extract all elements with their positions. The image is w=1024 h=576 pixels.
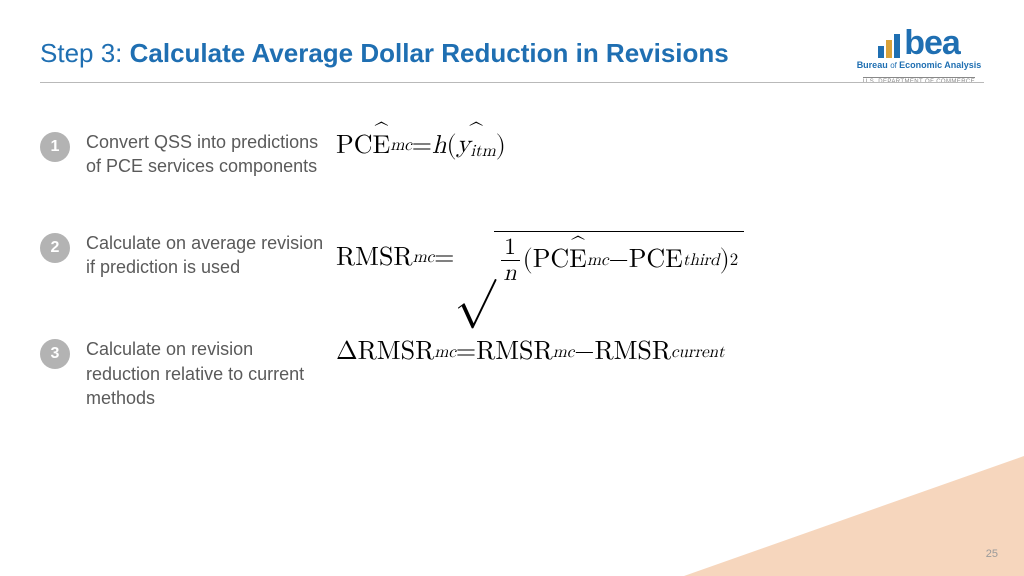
step-3: 3 Calculate on revision reduction relati… <box>40 337 984 410</box>
bea-logo: bea Bureau of Economic Analysis U.S. DEP… <box>854 28 984 88</box>
formula-2: RMSRmc = √ 1 n (PCEmc − PCEthird)2 <box>336 231 984 286</box>
step-number-badge: 1 <box>40 132 70 162</box>
steps-list: 1 Convert QSS into predictions of PCE se… <box>40 130 984 462</box>
formula-1: PCEmc = h(yitm^) <box>336 130 984 162</box>
logo-main: bea <box>854 28 984 58</box>
logo-word: bea <box>904 28 960 58</box>
step-number-badge: 3 <box>40 339 70 369</box>
logo-subtitle-1: Bureau of Economic Analysis <box>854 60 984 70</box>
title-rule <box>40 82 984 83</box>
step-description: Calculate on average revision if predict… <box>86 231 336 280</box>
title-prefix: Step 3: <box>40 38 130 68</box>
sqrt-icon: √ 1 n (PCEmc − PCEthird)2 <box>454 231 744 286</box>
step-description: Convert QSS into predictions of PCE serv… <box>86 130 336 179</box>
slide-title: Step 3: Calculate Average Dollar Reducti… <box>40 38 729 69</box>
corner-triangle-decoration <box>684 456 1024 576</box>
title-row: Step 3: Calculate Average Dollar Reducti… <box>40 38 984 69</box>
logo-bars-icon <box>878 28 900 58</box>
step-1: 1 Convert QSS into predictions of PCE se… <box>40 130 984 179</box>
fraction: 1 n <box>501 236 520 286</box>
title-bold: Calculate Average Dollar Reduction in Re… <box>130 38 729 68</box>
step-number-badge: 2 <box>40 233 70 263</box>
step-description: Calculate on revision reduction relative… <box>86 337 336 410</box>
logo-subtitle-2: U.S. DEPARTMENT OF COMMERCE <box>863 77 975 85</box>
page-number: 25 <box>986 548 998 560</box>
slide: Step 3: Calculate Average Dollar Reducti… <box>0 0 1024 576</box>
formula-3: ΔRMSRmc = RMSRmc − RMSRcurrent <box>336 337 984 368</box>
step-2: 2 Calculate on average revision if predi… <box>40 231 984 286</box>
